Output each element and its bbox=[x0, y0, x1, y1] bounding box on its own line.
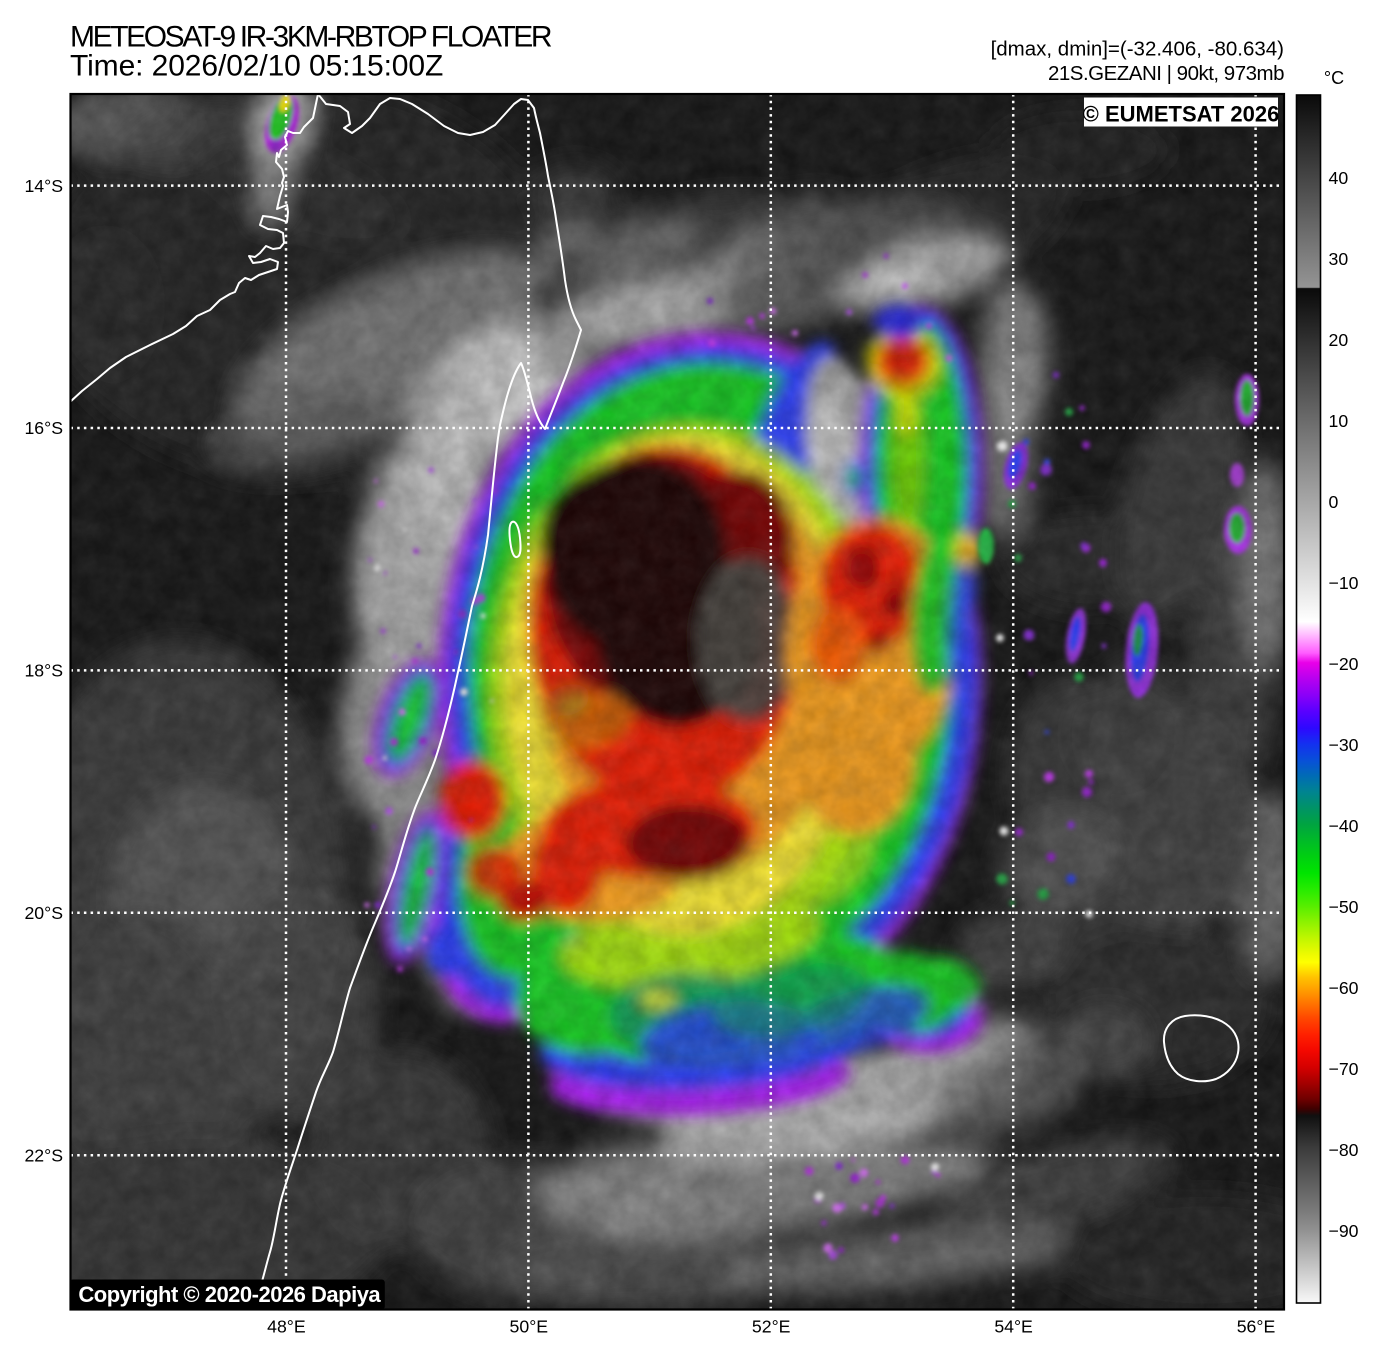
svg-text:10: 10 bbox=[1329, 411, 1349, 431]
svg-text:Time: 2026/02/10 05:15:00Z: Time: 2026/02/10 05:15:00Z bbox=[70, 50, 443, 83]
svg-text:30: 30 bbox=[1329, 249, 1349, 269]
svg-text:−80: −80 bbox=[1329, 1140, 1359, 1160]
svg-text:56°E: 56°E bbox=[1237, 1317, 1276, 1337]
svg-text:40: 40 bbox=[1329, 168, 1349, 188]
svg-text:−90: −90 bbox=[1329, 1221, 1359, 1241]
svg-text:−50: −50 bbox=[1329, 897, 1359, 917]
svg-text:−70: −70 bbox=[1329, 1059, 1359, 1079]
svg-text:22°S: 22°S bbox=[24, 1145, 63, 1165]
svg-text:20°S: 20°S bbox=[24, 903, 63, 923]
svg-text:METEOSAT-9 IR-3KM-RBTOP FLOATE: METEOSAT-9 IR-3KM-RBTOP FLOATER bbox=[70, 20, 552, 53]
svg-text:54°E: 54°E bbox=[994, 1317, 1033, 1337]
svg-text:© EUMETSAT 2026: © EUMETSAT 2026 bbox=[1083, 101, 1280, 126]
svg-text:−60: −60 bbox=[1329, 978, 1359, 998]
svg-text:−30: −30 bbox=[1329, 735, 1359, 755]
svg-text:[dmax, dmin]=(-32.406, -80.634: [dmax, dmin]=(-32.406, -80.634) bbox=[991, 38, 1284, 61]
svg-text:°C: °C bbox=[1324, 68, 1344, 88]
svg-text:14°S: 14°S bbox=[24, 176, 63, 196]
svg-text:0: 0 bbox=[1329, 492, 1339, 512]
svg-text:−10: −10 bbox=[1329, 573, 1359, 593]
svg-text:−20: −20 bbox=[1329, 654, 1359, 674]
svg-text:52°E: 52°E bbox=[752, 1317, 791, 1337]
svg-text:21S.GEZANI | 90kt, 973mb: 21S.GEZANI | 90kt, 973mb bbox=[1048, 62, 1284, 85]
svg-text:Copyright © 2020-2026 Dapiya: Copyright © 2020-2026 Dapiya bbox=[78, 1282, 381, 1307]
svg-text:20: 20 bbox=[1329, 330, 1349, 350]
svg-text:18°S: 18°S bbox=[24, 661, 63, 681]
svg-text:−40: −40 bbox=[1329, 816, 1359, 836]
svg-text:16°S: 16°S bbox=[24, 418, 63, 438]
svg-text:50°E: 50°E bbox=[510, 1317, 549, 1337]
svg-text:48°E: 48°E bbox=[267, 1317, 306, 1337]
